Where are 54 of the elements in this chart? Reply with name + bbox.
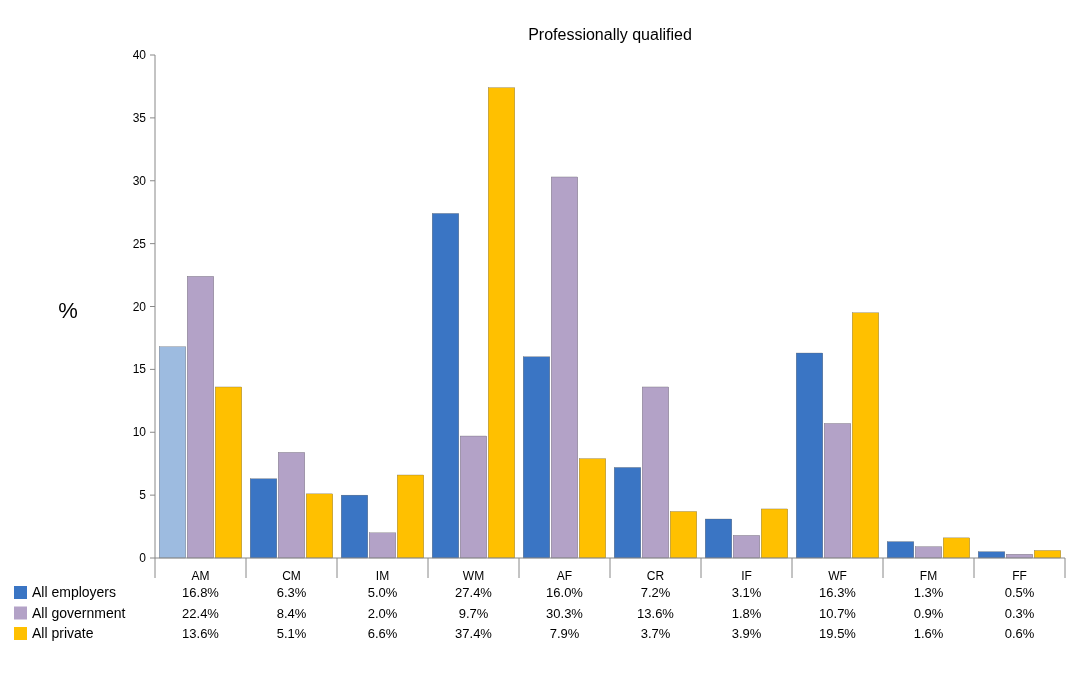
legend-label: All private — [32, 625, 94, 641]
data-label: 0.9% — [913, 605, 944, 621]
y-tick-label: 25 — [132, 236, 147, 251]
data-label: 0.3% — [1004, 605, 1035, 621]
data-label: 13.6% — [637, 605, 675, 621]
x-tick-label: IM — [375, 569, 390, 583]
data-label: 16.8% — [182, 585, 220, 600]
data-label: 8.4% — [276, 605, 307, 621]
data-label: 1.6% — [913, 626, 944, 641]
x-tick-label: FF — [1012, 569, 1027, 583]
data-label: 30.3% — [546, 605, 584, 621]
data-label: 3.9% — [731, 626, 762, 641]
x-tick-label: FM — [919, 569, 938, 583]
data-label: 6.6% — [367, 626, 398, 641]
chart-title: Professionally qualified — [528, 26, 692, 43]
x-tick-label: WF — [828, 569, 847, 583]
x-tick-label: CR — [646, 569, 665, 583]
data-label: 10.7% — [819, 605, 857, 621]
data-label: 22.4% — [182, 605, 220, 621]
legend-label: All government — [32, 604, 126, 621]
data-label: 0.5% — [1004, 585, 1035, 600]
data-label: 7.9% — [549, 626, 580, 641]
x-tick-label: WM — [462, 569, 485, 583]
y-tick-label: 15 — [132, 362, 147, 377]
x-tick-label: AF — [556, 569, 573, 583]
data-label: 16.3% — [819, 585, 857, 600]
legend-label: All employers — [32, 584, 117, 600]
data-label: 9.7% — [458, 605, 489, 621]
data-label: 37.4% — [455, 626, 493, 641]
data-label: 2.0% — [367, 605, 398, 621]
data-label: 0.6% — [1004, 626, 1035, 641]
data-label: 5.1% — [276, 626, 307, 641]
y-tick-label: 10 — [132, 425, 147, 440]
y-tick-label: 30 — [132, 173, 147, 188]
data-label: 27.4% — [455, 585, 493, 600]
data-label: 16.0% — [546, 585, 584, 600]
y-tick-label: 40 — [132, 48, 147, 62]
data-label: 1.3% — [913, 585, 944, 600]
data-label: 5.0% — [367, 585, 398, 600]
data-label: 3.1% — [731, 585, 762, 600]
data-label: 13.6% — [182, 626, 220, 641]
y-tick-label: 5 — [139, 488, 147, 503]
data-label: 19.5% — [819, 626, 857, 641]
data-label: 6.3% — [276, 585, 307, 600]
y-tick-label: 20 — [132, 299, 147, 314]
y-tick-label: 0 — [139, 551, 147, 565]
data-label: 1.8% — [731, 605, 762, 621]
x-tick-label: AM — [191, 569, 210, 583]
data-label: 3.7% — [640, 626, 671, 641]
x-tick-label: IF — [741, 569, 752, 583]
y-axis-title: % — [58, 298, 78, 323]
x-tick-label: CM — [282, 569, 301, 583]
y-tick-label: 35 — [132, 110, 147, 125]
data-label: 7.2% — [640, 585, 671, 600]
